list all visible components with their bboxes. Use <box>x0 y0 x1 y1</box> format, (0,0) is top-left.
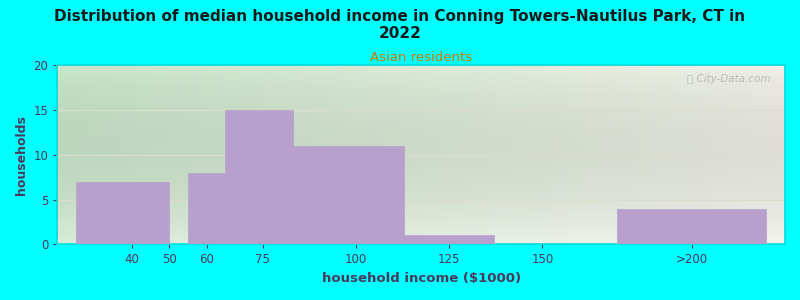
Bar <box>405 236 494 244</box>
Title: Asian residents: Asian residents <box>370 51 472 64</box>
Text: ⓘ City-Data.com: ⓘ City-Data.com <box>687 74 770 84</box>
X-axis label: household income ($1000): household income ($1000) <box>322 272 521 285</box>
Text: Distribution of median household income in Conning Towers-Nautilus Park, CT in
2: Distribution of median household income … <box>54 9 746 41</box>
Bar <box>617 208 766 244</box>
Bar <box>293 146 405 244</box>
Y-axis label: households: households <box>15 115 28 195</box>
Bar <box>76 182 170 244</box>
Bar <box>188 173 226 244</box>
Bar <box>226 110 293 244</box>
